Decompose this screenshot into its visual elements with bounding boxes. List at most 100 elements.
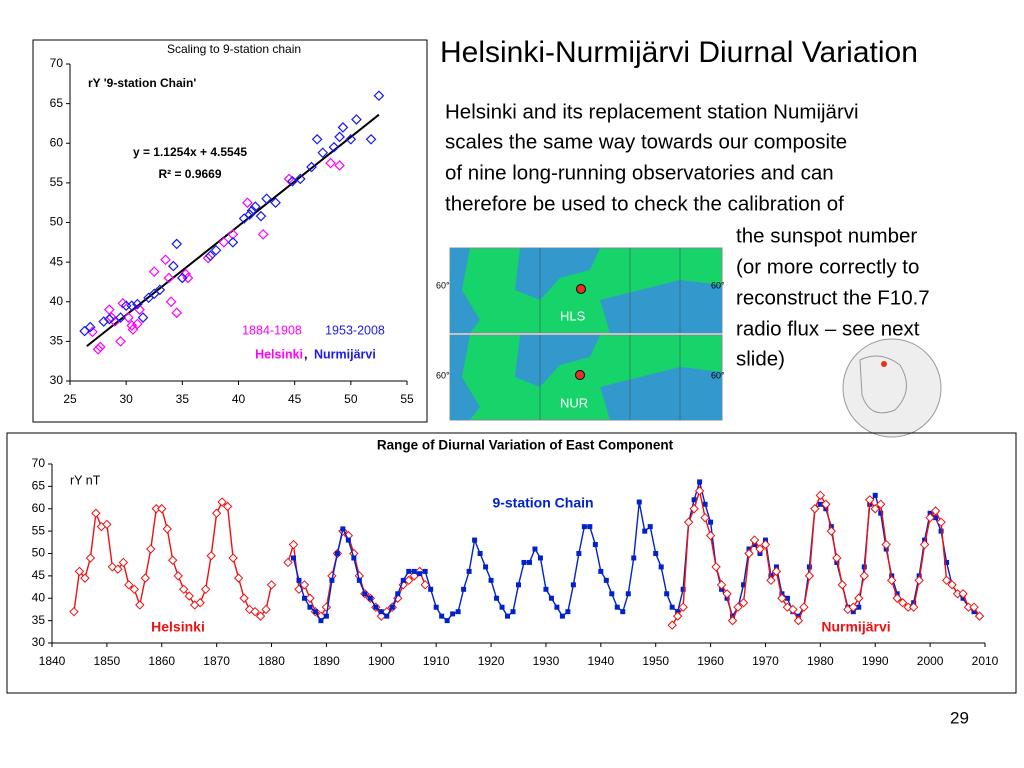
y-tick-label: 55 xyxy=(32,523,46,537)
point-marker xyxy=(727,615,738,626)
point-marker xyxy=(892,593,902,603)
point-marker xyxy=(521,559,527,565)
point-marker xyxy=(334,551,340,556)
point-marker xyxy=(625,591,631,597)
body-line: of nine long-running observatories and c… xyxy=(445,161,834,184)
y-tick-label: 40 xyxy=(50,294,64,308)
scatter-point xyxy=(227,236,239,248)
point-marker xyxy=(766,575,776,586)
point-marker xyxy=(832,553,842,563)
point-marker xyxy=(788,604,798,615)
x-tick-label: 1910 xyxy=(423,654,450,668)
point-marker xyxy=(162,524,172,534)
point-marker xyxy=(299,580,310,590)
series-label: 9-station Chain xyxy=(492,495,593,511)
x-tick-label: 1990 xyxy=(862,654,889,668)
x-tick-label: 35 xyxy=(176,392,190,406)
body-line: therefore be used to check the calibrati… xyxy=(445,192,844,215)
body-line: Helsinki and its replacement station Num… xyxy=(445,100,859,123)
chart-frame xyxy=(6,432,1017,694)
x-tick-label: 1900 xyxy=(368,654,395,668)
point-marker xyxy=(532,546,538,552)
map-nurmijarvi: NUR 60° 60° xyxy=(436,334,725,421)
point-marker xyxy=(565,609,571,615)
point-marker xyxy=(373,604,379,610)
point-marker xyxy=(395,591,401,597)
point-marker xyxy=(702,501,708,507)
x-tick-label: 1890 xyxy=(313,654,340,668)
point-marker xyxy=(647,524,653,530)
point-marker xyxy=(200,584,211,595)
scatter-point xyxy=(334,160,345,171)
x-tick-label: 1850 xyxy=(94,654,121,668)
point-marker xyxy=(705,530,716,541)
y-tick-label: 50 xyxy=(50,215,64,229)
point-marker xyxy=(664,591,670,597)
point-marker xyxy=(250,606,260,617)
scatter-point xyxy=(126,300,138,312)
series-label: Helsinki xyxy=(151,619,205,635)
scatter-point xyxy=(345,133,357,145)
point-marker xyxy=(958,589,968,599)
body-line: (or more correctly to xyxy=(736,255,919,278)
point-marker xyxy=(135,600,145,610)
map-latitude: 60° xyxy=(711,280,725,290)
point-marker xyxy=(91,508,101,518)
scatter-point xyxy=(242,197,253,209)
point-marker xyxy=(933,515,939,521)
y-axis-label: rY '9-station Chain' xyxy=(88,76,196,90)
scatter-point xyxy=(163,272,175,284)
scatter-point xyxy=(373,90,385,102)
scatter-point xyxy=(257,229,269,240)
point-marker xyxy=(146,544,156,554)
scatter-point xyxy=(306,161,317,173)
point-marker xyxy=(244,604,255,615)
scatter-point xyxy=(244,209,256,220)
point-marker xyxy=(614,604,620,610)
point-marker xyxy=(642,528,648,534)
point-marker xyxy=(672,611,683,621)
point-marker xyxy=(941,575,952,586)
point-marker xyxy=(228,553,238,563)
point-marker xyxy=(749,535,760,545)
x-tick-label: 1930 xyxy=(533,654,560,668)
point-marker xyxy=(318,618,324,624)
scatter-point xyxy=(98,316,110,327)
body-text: Helsinki and its replacement station Num… xyxy=(445,100,930,370)
point-marker xyxy=(340,526,346,532)
chart-title: Range of Diurnal Variation of East Compo… xyxy=(377,438,674,453)
scatter-point xyxy=(325,157,336,169)
point-marker xyxy=(878,510,884,516)
x-tick-label: 25 xyxy=(63,392,77,406)
point-marker xyxy=(653,551,659,556)
point-marker xyxy=(821,499,831,509)
point-marker xyxy=(744,548,754,559)
point-marker xyxy=(389,604,395,610)
point-marker xyxy=(548,595,554,601)
point-marker xyxy=(444,618,450,624)
scatter-point xyxy=(261,193,272,205)
chart-title: Scaling to 9-station chain xyxy=(167,42,301,56)
point-marker xyxy=(881,539,891,550)
point-marker xyxy=(140,573,151,583)
point-marker xyxy=(870,504,880,514)
equation: y = 1.1254x + 4.5545 xyxy=(133,145,247,159)
y-axis-label: rY nT xyxy=(70,473,101,487)
point-marker xyxy=(738,598,749,608)
point-marker xyxy=(206,551,216,561)
point-marker xyxy=(837,580,848,590)
point-marker xyxy=(301,595,307,601)
point-marker xyxy=(609,591,615,597)
body-line: reconstruct the F10.7 xyxy=(736,286,930,309)
point-marker xyxy=(581,524,587,530)
scatter-point xyxy=(334,131,345,143)
point-marker xyxy=(691,497,697,503)
point-marker xyxy=(700,512,710,523)
point-marker xyxy=(329,577,335,583)
x-tick-label: 50 xyxy=(344,392,358,406)
scatter-point xyxy=(210,244,222,256)
y-tick-label: 40 xyxy=(32,590,46,604)
point-marker xyxy=(113,564,123,574)
scatter-point xyxy=(246,205,258,216)
point-marker xyxy=(859,571,869,581)
